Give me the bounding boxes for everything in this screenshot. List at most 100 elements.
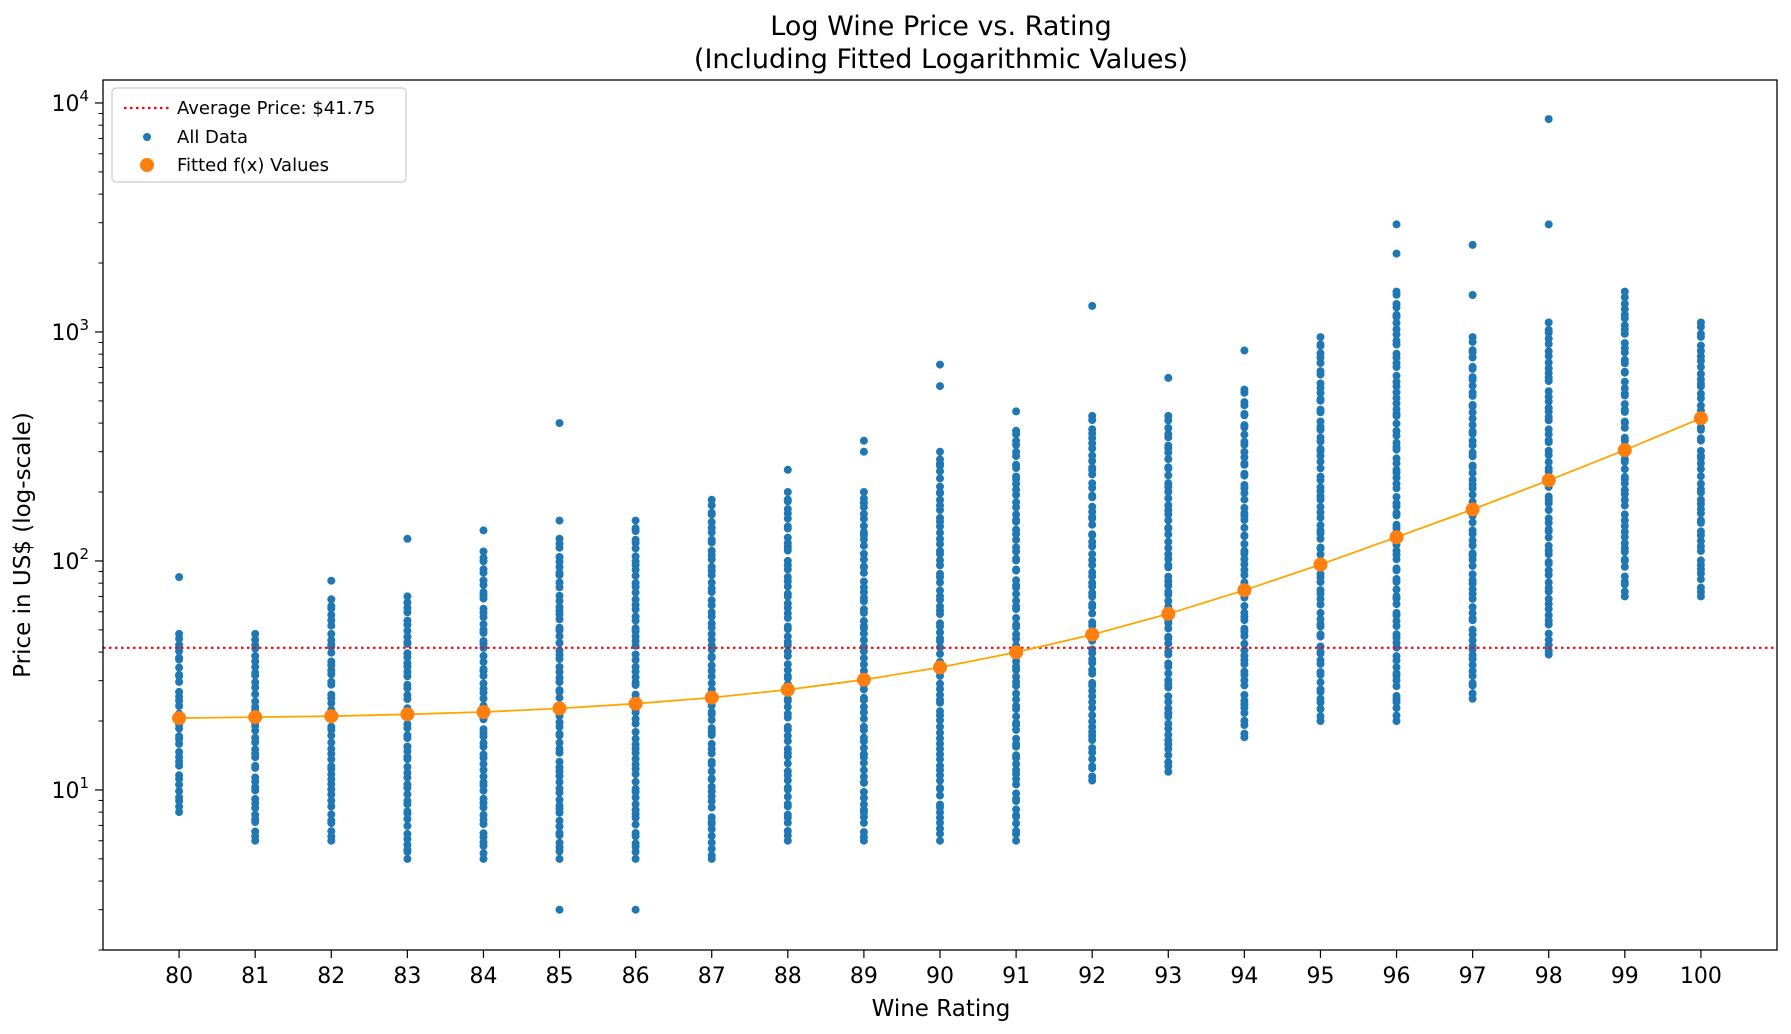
data-point (1088, 711, 1097, 720)
data-point (783, 827, 792, 835)
data-point (1164, 523, 1173, 532)
data-point (1164, 572, 1173, 581)
data-point (1164, 698, 1173, 706)
data-point (1392, 499, 1401, 508)
data-point (1620, 367, 1629, 376)
data-point (479, 778, 488, 787)
data-point (707, 596, 716, 605)
x-tick-label: 85 (546, 964, 574, 989)
data-point (479, 849, 488, 858)
data-point (783, 622, 792, 631)
data-point (859, 693, 868, 702)
data-point (1316, 464, 1325, 473)
x-tick-label: 80 (165, 964, 193, 989)
data-point (707, 672, 716, 681)
data-point (251, 635, 260, 644)
data-point (479, 760, 488, 769)
data-point (555, 784, 564, 793)
data-point (1620, 522, 1629, 530)
data-point (1696, 485, 1705, 494)
data-point (1696, 329, 1705, 338)
data-point (1620, 516, 1629, 525)
data-point (631, 588, 640, 597)
data-point (1164, 704, 1173, 713)
data-point (555, 639, 564, 647)
data-point (555, 729, 564, 738)
data-point (859, 722, 868, 731)
data-point (1316, 694, 1325, 703)
data-point (1012, 689, 1021, 698)
data-point (327, 802, 336, 811)
data-point (1544, 584, 1553, 592)
data-point (327, 827, 336, 836)
data-point (1088, 762, 1097, 771)
data-point (859, 660, 868, 669)
data-point (859, 758, 868, 767)
data-point-outlier (1468, 240, 1477, 249)
data-point (1468, 518, 1477, 527)
data-point (403, 720, 412, 729)
data-point (631, 571, 640, 580)
data-point (327, 816, 336, 825)
data-point (555, 578, 564, 587)
x-axis-label: Wine Rating (872, 996, 1011, 1022)
data-point (1240, 608, 1249, 617)
data-point (859, 654, 868, 663)
data-point (555, 854, 564, 863)
data-point (555, 673, 564, 682)
data-point (1392, 617, 1401, 626)
data-point (859, 788, 868, 796)
x-tick-label: 100 (1680, 964, 1722, 989)
data-point (1392, 359, 1401, 368)
data-point (631, 760, 640, 769)
data-point-outlier (783, 465, 792, 474)
data-point (479, 738, 488, 747)
data-point (1240, 691, 1249, 699)
x-tick-label: 81 (241, 964, 269, 989)
data-point (1316, 457, 1325, 466)
data-point (1088, 491, 1097, 500)
data-point (1468, 408, 1477, 417)
data-point (859, 583, 868, 592)
data-point (859, 488, 868, 496)
data-point (707, 774, 716, 783)
data-point (403, 790, 412, 799)
data-point (936, 488, 944, 497)
legend-fitted-swatch (140, 158, 154, 172)
data-point (936, 728, 944, 737)
data-point (1696, 537, 1705, 545)
data-point (555, 801, 564, 810)
data-point (479, 651, 488, 660)
data-point (1392, 575, 1401, 583)
data-point (1088, 600, 1097, 609)
data-point (175, 663, 184, 672)
data-point (1392, 630, 1401, 639)
data-point (1240, 531, 1249, 540)
data-point (555, 718, 564, 727)
data-point (1088, 578, 1097, 587)
data-point (1164, 587, 1173, 596)
data-point (1392, 493, 1401, 501)
data-point (1088, 502, 1097, 511)
data-point (1620, 555, 1629, 564)
data-point (479, 829, 488, 838)
data-point (1620, 587, 1629, 596)
data-point-outlier (631, 905, 640, 914)
data-point (1316, 705, 1325, 713)
data-point (631, 854, 640, 863)
data-point (1240, 716, 1249, 725)
all-data-points (175, 115, 1705, 914)
data-point (251, 745, 260, 754)
data-point (936, 586, 944, 595)
x-tick-label: 94 (1230, 964, 1258, 989)
data-point (1012, 765, 1021, 774)
data-point (1392, 310, 1401, 319)
data-point (631, 793, 640, 802)
data-point (936, 602, 944, 611)
data-point (1164, 516, 1173, 525)
data-point (1240, 448, 1249, 456)
data-point (1088, 520, 1097, 529)
data-point (1088, 717, 1097, 726)
legend-fitted-label: Fitted f(x) Values (177, 155, 329, 176)
